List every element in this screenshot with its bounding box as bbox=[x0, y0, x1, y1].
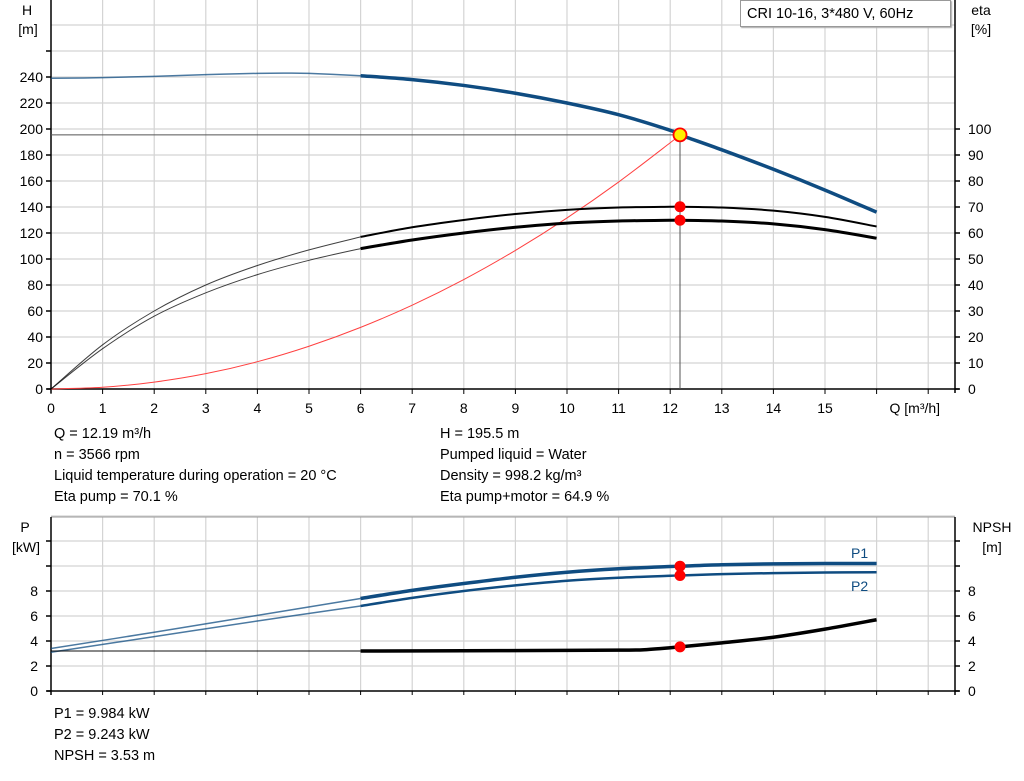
y-tick-label-right: 90 bbox=[968, 147, 984, 163]
x-tick-label: 15 bbox=[817, 400, 833, 416]
y-axis-label-right: NPSH bbox=[973, 519, 1012, 535]
eta-pump-motor-duty-marker bbox=[674, 214, 686, 226]
x-tick-label: 6 bbox=[357, 400, 365, 416]
npsh-duty-marker bbox=[674, 641, 686, 653]
y-tick-label-right: 40 bbox=[968, 277, 984, 293]
p2-duty-marker bbox=[674, 569, 686, 581]
y-tick-label-right: 8 bbox=[968, 583, 976, 599]
x-tick-label: 2 bbox=[150, 400, 158, 416]
info-left: Q = 12.19 m³/h n = 3566 rpm Liquid tempe… bbox=[54, 424, 337, 508]
y-tick-label-right: 2 bbox=[968, 658, 976, 674]
y-tick-label-left: 20 bbox=[27, 355, 43, 371]
p1-curve-thin bbox=[50, 597, 361, 650]
y-tick-label-right: 6 bbox=[968, 608, 976, 624]
y-tick-label-left: 60 bbox=[27, 303, 43, 319]
y-tick-label-right: 70 bbox=[968, 199, 984, 215]
x-tick-label: 3 bbox=[202, 400, 210, 416]
y-axis-unit-left: [m] bbox=[18, 21, 37, 37]
y-tick-label-left: 4 bbox=[30, 633, 38, 649]
x-tick-label: 1 bbox=[99, 400, 107, 416]
y-tick-label-left: 180 bbox=[20, 147, 44, 163]
y-tick-label-right: 60 bbox=[968, 225, 984, 241]
x-tick-label: 13 bbox=[714, 400, 730, 416]
p2-series-label: P2 bbox=[851, 578, 868, 594]
x-tick-label: 11 bbox=[611, 400, 626, 416]
info-flow: Q = 12.19 m³/h bbox=[54, 426, 152, 442]
y-tick-label-left: 8 bbox=[30, 583, 38, 599]
head-duty-point bbox=[672, 127, 688, 143]
y-tick-label-right: 0 bbox=[968, 683, 976, 699]
x-tick-label: 12 bbox=[662, 400, 678, 416]
y-tick-label-left: 140 bbox=[20, 199, 44, 215]
p1-curve bbox=[360, 561, 877, 601]
y-tick-label-right: 50 bbox=[968, 251, 984, 267]
info-head: H = 195.5 m bbox=[440, 426, 520, 442]
y-tick-label-left: 6 bbox=[30, 608, 38, 624]
y-tick-label-left: 0 bbox=[30, 683, 38, 699]
info-p2: P2 = 9.243 kW bbox=[54, 727, 150, 743]
head-curve bbox=[360, 73, 878, 214]
info-liquid: Pumped liquid = Water bbox=[440, 447, 587, 463]
info-speed: n = 3566 rpm bbox=[54, 447, 140, 463]
y-tick-label-right: 10 bbox=[968, 355, 984, 371]
x-axis-label: Q [m³/h] bbox=[890, 400, 941, 416]
p2-curve bbox=[360, 571, 877, 608]
x-tick-label: 8 bbox=[460, 400, 468, 416]
npsh-curve bbox=[360, 618, 877, 653]
y-axis-label-left: P bbox=[20, 519, 29, 535]
x-tick-label: 5 bbox=[305, 400, 313, 416]
p2-curve-thin bbox=[50, 605, 361, 653]
y-tick-label-left: 120 bbox=[20, 225, 44, 241]
eta-pump-curve-thin bbox=[50, 236, 361, 390]
y-axis-unit-left: [kW] bbox=[12, 539, 40, 555]
eta-pump-duty-marker bbox=[674, 201, 686, 213]
info-eta-pump-motor: Eta pump+motor = 64.9 % bbox=[440, 489, 610, 505]
y-axis-label-right: eta bbox=[971, 2, 991, 18]
system-curve bbox=[50, 134, 681, 390]
y-tick-label-right: 80 bbox=[968, 173, 984, 189]
p1-series-label: P1 bbox=[851, 545, 868, 561]
info-npsh: NPSH = 3.53 m bbox=[54, 748, 156, 764]
y-axis-label-left: H bbox=[22, 2, 32, 18]
x-tick-label: 9 bbox=[512, 400, 520, 416]
y-tick-label-right: 100 bbox=[968, 121, 992, 137]
eta-pump-curve bbox=[360, 205, 877, 238]
y-tick-label-left: 80 bbox=[27, 277, 43, 293]
y-tick-label-left: 40 bbox=[27, 329, 43, 345]
head-curve-thin bbox=[50, 72, 361, 80]
y-tick-label-right: 20 bbox=[968, 329, 984, 345]
y-tick-label-left: 0 bbox=[35, 381, 43, 397]
x-tick-label: 7 bbox=[408, 400, 416, 416]
y-axis-unit-right: [%] bbox=[971, 21, 991, 37]
eta-pump-motor-curve bbox=[360, 218, 877, 251]
x-tick-label: 14 bbox=[766, 400, 782, 416]
info-density: Density = 998.2 kg/m³ bbox=[440, 468, 582, 484]
y-tick-label-right: 0 bbox=[968, 381, 976, 397]
y-tick-label-left: 160 bbox=[20, 173, 44, 189]
y-tick-label-left: 220 bbox=[20, 95, 44, 111]
y-tick-label-right: 30 bbox=[968, 303, 984, 319]
y-axis-unit-right: [m] bbox=[982, 539, 1001, 555]
y-tick-label-right: 4 bbox=[968, 633, 976, 649]
info-p1: P1 = 9.984 kW bbox=[54, 706, 150, 722]
info-temperature: Liquid temperature during operation = 20… bbox=[54, 468, 337, 484]
p1-duty-marker bbox=[674, 560, 686, 572]
x-tick-label: 4 bbox=[254, 400, 262, 416]
info-right: H = 195.5 m Pumped liquid = Water Densit… bbox=[440, 424, 609, 508]
x-tick-label: 10 bbox=[559, 400, 575, 416]
eta-pump-motor-curve-thin bbox=[50, 248, 361, 390]
info-bottom: P1 = 9.984 kW P2 = 9.243 kW NPSH = 3.53 … bbox=[54, 704, 155, 767]
x-tick-label: 0 bbox=[47, 400, 55, 416]
info-eta-pump: Eta pump = 70.1 % bbox=[54, 489, 178, 505]
y-tick-label-left: 240 bbox=[20, 69, 44, 85]
y-tick-label-left: 2 bbox=[30, 658, 38, 674]
y-tick-label-left: 200 bbox=[20, 121, 44, 137]
y-tick-label-left: 100 bbox=[20, 251, 44, 267]
chart-title-box: CRI 10-16, 3*480 V, 60Hz bbox=[740, 0, 951, 27]
